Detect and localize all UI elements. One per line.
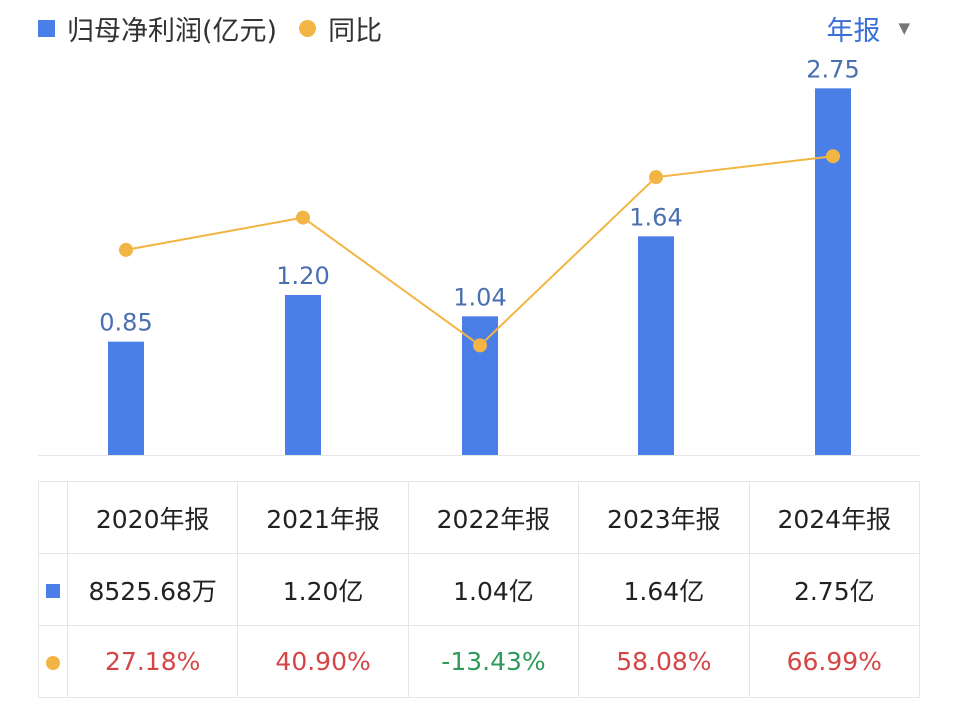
line-point — [296, 210, 310, 225]
line-point — [826, 149, 840, 164]
table-row: 27.18% 40.90% -13.43% 58.08% 66.99% — [38, 625, 921, 698]
row-legend-cell — [38, 625, 68, 698]
table-cell: 1.20亿 — [237, 553, 409, 626]
table-header-cell: 2020年报 — [66, 481, 239, 554]
bar — [285, 295, 321, 455]
bar-value-label: 2.75 — [806, 55, 859, 83]
bar — [108, 341, 144, 455]
line-point — [473, 338, 487, 353]
table-cell: 27.18% — [66, 625, 239, 698]
period-selector-label: 年报 — [826, 15, 881, 47]
table-cell: 58.08% — [578, 625, 750, 698]
table-cell: 2.75亿 — [748, 553, 921, 626]
table-header-cell: 2024年报 — [748, 481, 921, 554]
line-series-legend-icon — [299, 19, 317, 37]
table-cell: 1.64亿 — [578, 553, 750, 626]
data-table: 2020年报 2021年报 2022年报 2023年报 2024年报 8525.68万 1.… — [38, 481, 921, 698]
table-cell: -13.43% — [407, 625, 580, 698]
caret-down-icon: ▼ — [898, 19, 910, 37]
table-cell: 1.04亿 — [407, 553, 580, 626]
row-legend-cell — [38, 553, 68, 626]
table-header-cell: 2021年报 — [237, 481, 409, 554]
bar — [638, 236, 674, 455]
line-point — [649, 170, 663, 185]
bar-series-legend-label: 归母净利润(亿元) — [67, 15, 278, 47]
line-series-legend-label: 同比 — [328, 15, 383, 47]
table-row: 8525.68万 1.20亿 1.04亿 1.64亿 2.75亿 — [38, 553, 921, 626]
table-header-cell: 2023年报 — [578, 481, 750, 554]
legend: 归母净利润(亿元) 同比 — [38, 8, 382, 48]
period-selector[interactable]: 年报 ▼ — [826, 8, 910, 48]
table-cell: 66.99% — [748, 625, 921, 698]
table-cell: 40.90% — [237, 625, 409, 698]
table-header-corner — [38, 481, 68, 554]
table-header-cell: 2022年报 — [407, 481, 580, 554]
chart: 0.85 1.20 1.04 1.64 2.75 — [38, 55, 920, 456]
bar-value-label: 1.04 — [453, 283, 506, 311]
bar-value-label: 1.64 — [629, 203, 682, 231]
line-point — [119, 242, 133, 257]
table-header-row: 2020年报 2021年报 2022年报 2023年报 2024年报 — [38, 481, 921, 554]
bar-value-label: 0.85 — [99, 309, 152, 337]
line-series-icon — [46, 656, 60, 670]
bar — [815, 88, 851, 455]
bar-series-icon — [46, 584, 60, 598]
table-cell: 8525.68万 — [66, 553, 239, 626]
bar-value-label: 1.20 — [276, 262, 329, 290]
bar-series-legend-icon — [38, 19, 55, 37]
